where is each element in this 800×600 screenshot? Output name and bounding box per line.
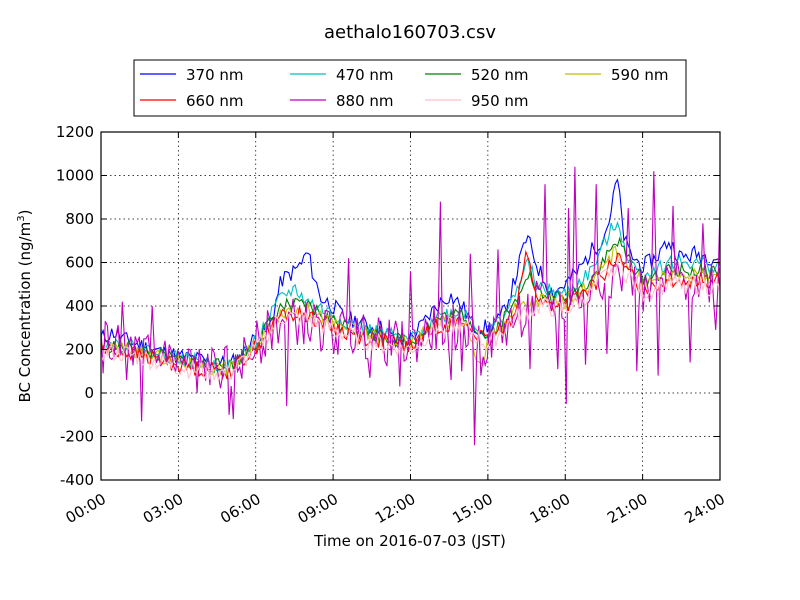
x-tick-label: 06:00 xyxy=(217,490,263,527)
legend: 370 nm 470 nm 520 nm 590 nm 660 nm 880 nm 950 … xyxy=(133,59,687,117)
legend-label: 470 nm xyxy=(336,66,394,84)
y-axis-label-sup: 3 xyxy=(16,215,27,221)
legend-label: 880 nm xyxy=(336,92,394,110)
y-axis-label-close: ) xyxy=(16,210,34,216)
x-tick-label: 21:00 xyxy=(604,490,650,527)
y-tick-label: 1000 xyxy=(56,167,94,185)
series-line-590-nm xyxy=(101,245,720,378)
series-lines xyxy=(101,166,720,446)
x-tick-label: 18:00 xyxy=(527,490,573,527)
y-axis-label-main: BC Concentration (ng/m xyxy=(16,222,34,403)
x-axis: 00:00 03:00 06:00 09:00 12:00 15:00 18:00 21:00… xyxy=(63,132,728,527)
legend-label: 950 nm xyxy=(471,92,529,110)
x-tick-label: 03:00 xyxy=(140,490,186,527)
x-tick-label: 15:00 xyxy=(449,490,495,527)
y-tick-label: 800 xyxy=(65,210,94,228)
y-axis: -400 -200 0 200 400 600 800 1000 1200 xyxy=(56,123,720,489)
legend-label: 660 nm xyxy=(186,92,244,110)
series-line-370-nm xyxy=(101,178,720,372)
y-tick-label: -200 xyxy=(60,428,94,446)
legend-label: 370 nm xyxy=(186,66,244,84)
y-tick-label: 0 xyxy=(84,384,94,402)
y-tick-label: -400 xyxy=(60,471,94,489)
x-tick-label: 00:00 xyxy=(63,490,109,527)
y-tick-label: 400 xyxy=(65,297,94,315)
grid xyxy=(101,132,720,480)
x-tick-label: 12:00 xyxy=(372,490,418,527)
x-axis-label: Time on 2016-07-03 (JST) xyxy=(313,532,506,550)
y-tick-label: 1200 xyxy=(56,123,94,141)
plot-frame xyxy=(100,131,721,481)
y-axis-label: BC Concentration (ng/m3) xyxy=(16,210,34,403)
series-line-950-nm xyxy=(101,255,720,382)
x-tick-label: 09:00 xyxy=(295,490,341,527)
y-tick-label: 200 xyxy=(65,341,94,359)
series-line-660-nm xyxy=(101,249,720,380)
y-tick-label: 600 xyxy=(65,254,94,272)
chart-title: aethalo160703.csv xyxy=(324,22,496,43)
legend-label: 520 nm xyxy=(471,66,529,84)
x-tick-label: 24:00 xyxy=(682,490,728,527)
legend-label: 590 nm xyxy=(611,66,669,84)
legend-box xyxy=(133,59,687,117)
